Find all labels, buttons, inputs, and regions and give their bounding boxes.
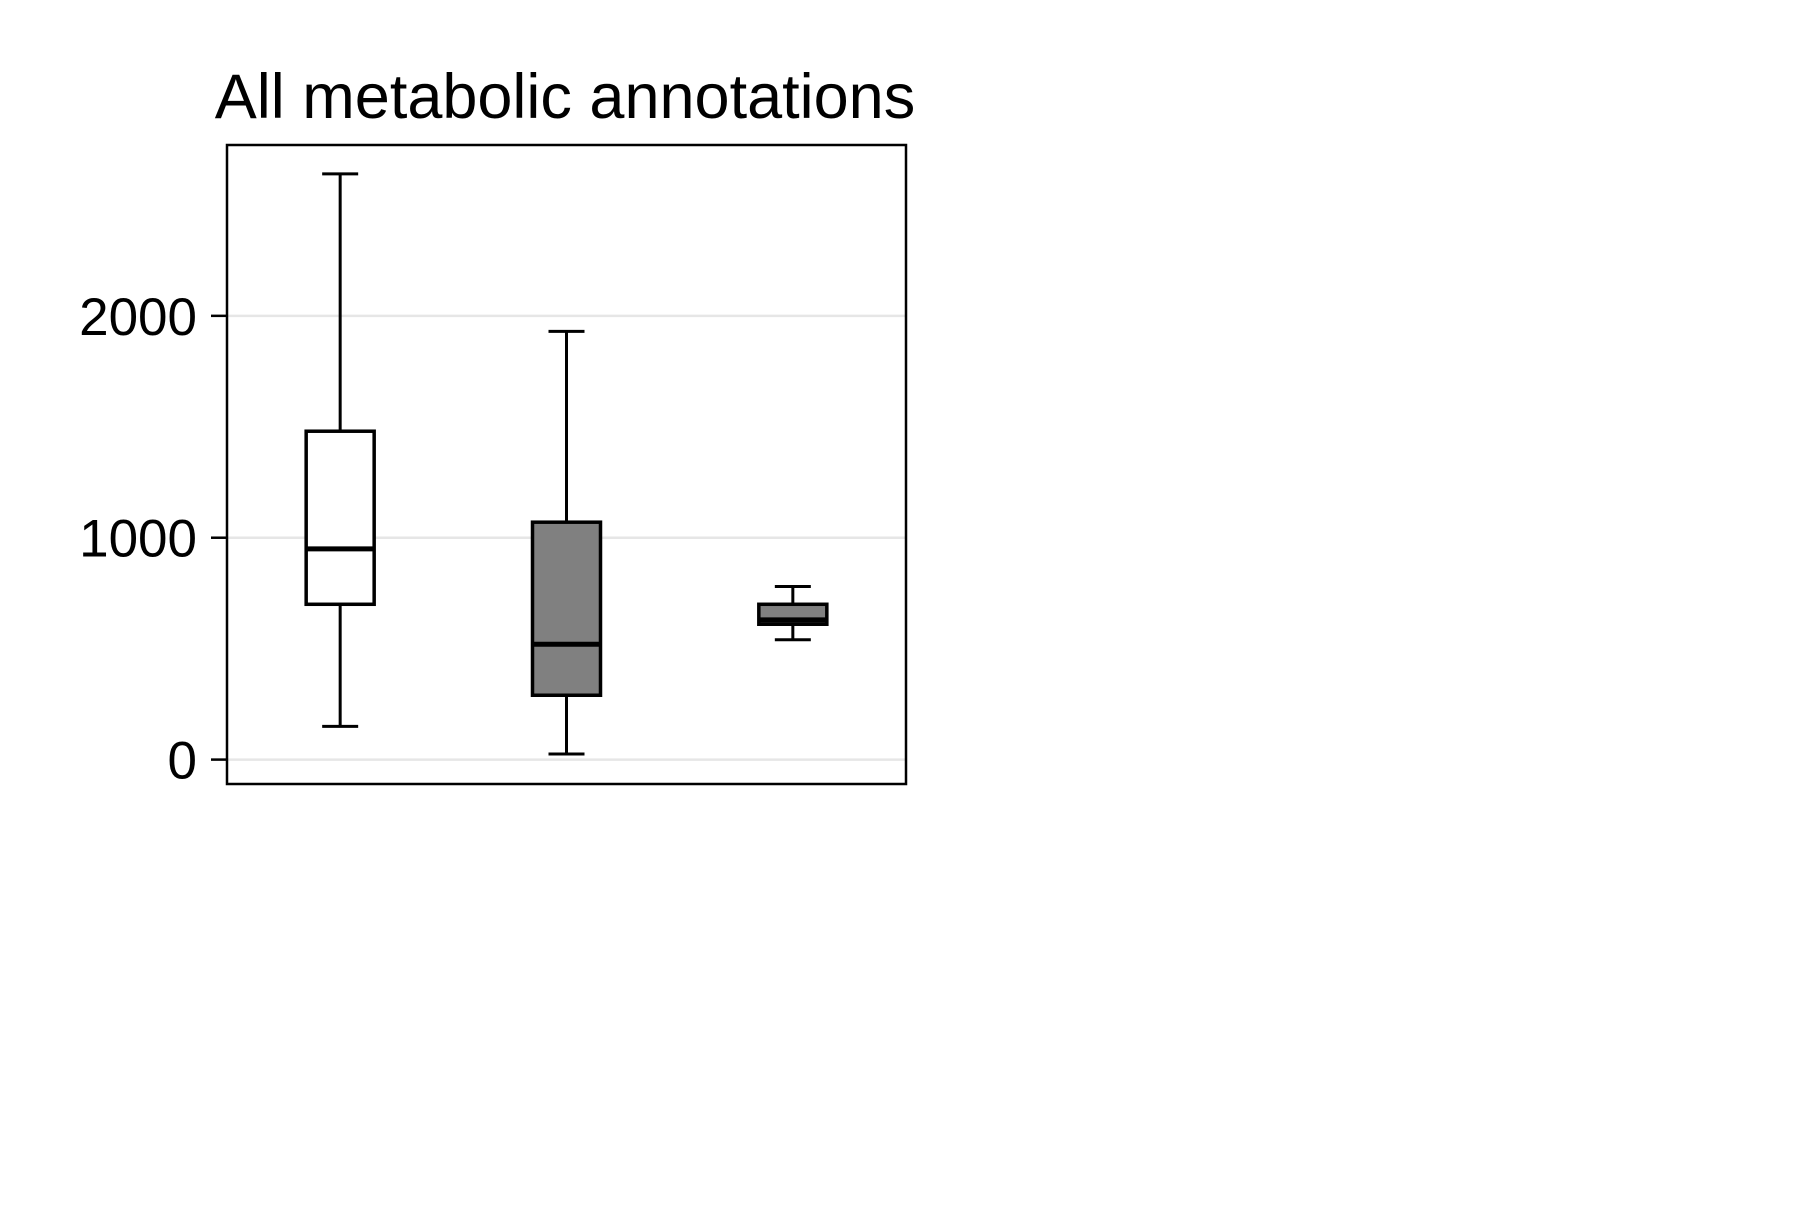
boxes bbox=[304, 172, 829, 756]
box-1 bbox=[304, 429, 376, 607]
box-group-2 bbox=[530, 329, 603, 756]
y-tick-label-0: 0 bbox=[168, 732, 197, 791]
y-tick-label-1000: 1000 bbox=[79, 510, 197, 569]
plot-frame bbox=[225, 143, 908, 786]
box-group-3 bbox=[757, 585, 829, 642]
y-tick-label-2000: 2000 bbox=[79, 288, 197, 347]
chart-title: All metabolic annotations bbox=[215, 62, 915, 132]
y-axis: 0 1000 2000 bbox=[79, 288, 227, 791]
box-group-1 bbox=[304, 172, 376, 728]
box-2 bbox=[530, 520, 603, 697]
